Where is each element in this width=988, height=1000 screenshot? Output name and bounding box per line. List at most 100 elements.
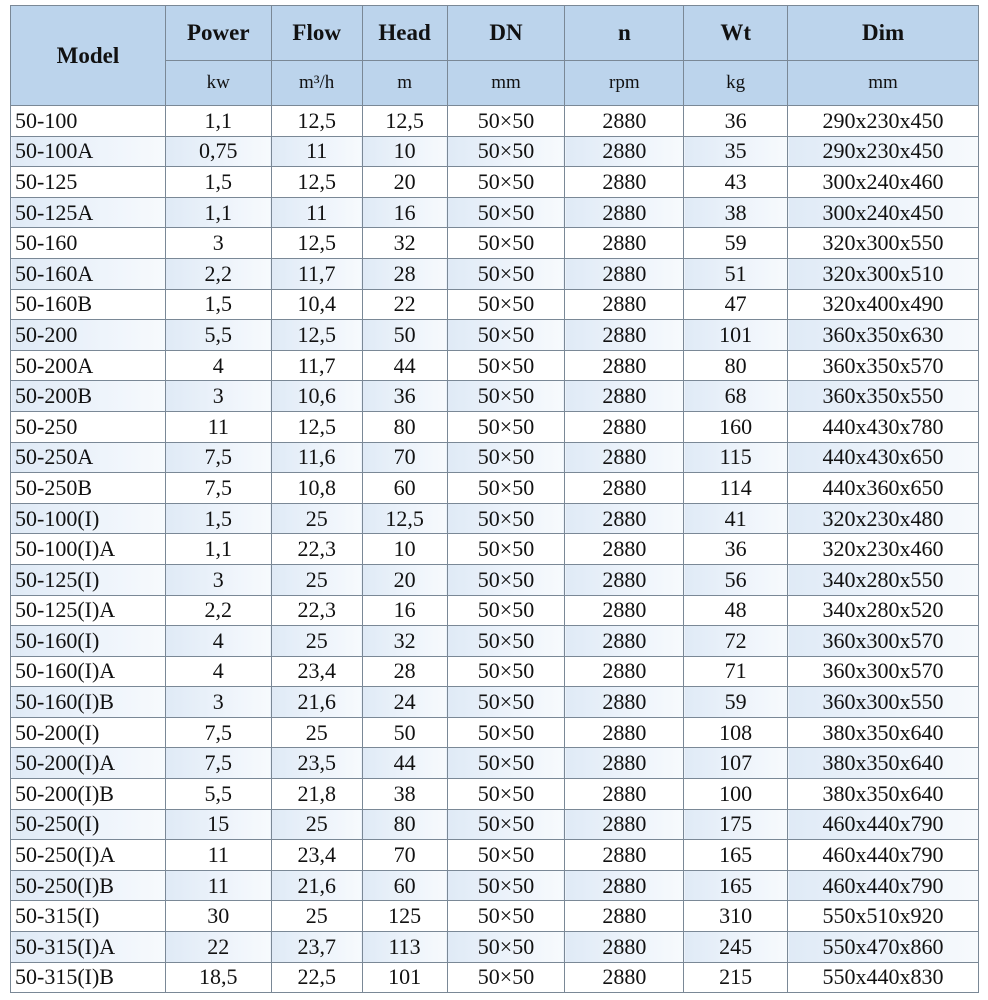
cell-head: 38 xyxy=(361,778,448,810)
cell-power: 1,5 xyxy=(164,166,272,198)
cell-dn: 50×50 xyxy=(446,716,566,749)
cell-dn: 50×50 xyxy=(446,625,566,657)
cell-head: 10 xyxy=(361,533,448,565)
cell-dim: 460x440x790 xyxy=(787,839,979,871)
header-dim: Dim xyxy=(787,5,979,61)
cell-flow: 25 xyxy=(270,900,363,933)
cell-dn: 50×50 xyxy=(446,502,566,535)
cell-flow: 11,6 xyxy=(270,441,363,474)
cell-n: 2880 xyxy=(564,625,685,657)
table-row: 50-160(I)A 4 23,4 28 50×50 2880 71 360x300x570 xyxy=(10,655,979,688)
cell-power: 18,5 xyxy=(164,961,272,994)
cell-dn: 50×50 xyxy=(446,227,566,259)
cell-head: 70 xyxy=(361,839,448,871)
cell-power: 0,75 xyxy=(164,135,272,168)
table-row: 50-160B 1,5 10,4 22 50×50 2880 47 320x400x490 xyxy=(10,288,979,321)
cell-head: 50 xyxy=(361,319,448,351)
cell-wt: 59 xyxy=(683,686,789,718)
cell-model: 50-200(I)B xyxy=(10,778,166,810)
cell-flow: 22,5 xyxy=(270,961,363,994)
cell-n: 2880 xyxy=(564,349,685,382)
unit-n: rpm xyxy=(564,60,685,106)
cell-dn: 50×50 xyxy=(446,196,566,229)
cell-power: 4 xyxy=(164,349,272,382)
cell-dim: 360x350x550 xyxy=(787,380,979,412)
cell-wt: 36 xyxy=(683,105,789,137)
cell-dn: 50×50 xyxy=(446,839,566,871)
cell-model: 50-125(I) xyxy=(10,563,166,596)
cell-model: 50-160 xyxy=(10,227,166,259)
cell-wt: 215 xyxy=(683,961,789,994)
cell-dn: 50×50 xyxy=(446,166,566,198)
cell-dn: 50×50 xyxy=(446,472,566,504)
cell-wt: 38 xyxy=(683,196,789,229)
cell-power: 7,5 xyxy=(164,747,272,780)
cell-power: 7,5 xyxy=(164,472,272,504)
cell-dn: 50×50 xyxy=(446,319,566,351)
cell-wt: 114 xyxy=(683,472,789,504)
cell-n: 2880 xyxy=(564,319,685,351)
cell-head: 113 xyxy=(361,931,448,963)
cell-dim: 360x300x570 xyxy=(787,655,979,688)
cell-flow: 12,5 xyxy=(270,319,363,351)
cell-model: 50-315(I)A xyxy=(10,931,166,963)
cell-n: 2880 xyxy=(564,747,685,780)
cell-head: 16 xyxy=(361,594,448,627)
table-row: 50-315(I)B 18,5 22,5 101 50×50 2880 215 550x440… xyxy=(10,961,979,994)
cell-dim: 550x470x860 xyxy=(787,931,979,963)
cell-head: 125 xyxy=(361,900,448,933)
cell-model: 50-200(I) xyxy=(10,716,166,749)
cell-dn: 50×50 xyxy=(446,533,566,565)
cell-model: 50-200(I)A xyxy=(10,747,166,780)
table-row: 50-100(I) 1,5 25 12,5 50×50 2880 41 320x230x480 xyxy=(10,502,979,535)
cell-dim: 340x280x550 xyxy=(787,563,979,596)
cell-dn: 50×50 xyxy=(446,594,566,627)
cell-head: 50 xyxy=(361,716,448,749)
cell-power: 3 xyxy=(164,686,272,718)
cell-wt: 72 xyxy=(683,625,789,657)
cell-n: 2880 xyxy=(564,716,685,749)
cell-dn: 50×50 xyxy=(446,931,566,963)
cell-model: 50-160(I)B xyxy=(10,686,166,718)
cell-head: 44 xyxy=(361,349,448,382)
cell-n: 2880 xyxy=(564,900,685,933)
cell-dim: 440x430x780 xyxy=(787,410,979,443)
cell-flow: 23,4 xyxy=(270,839,363,871)
cell-n: 2880 xyxy=(564,410,685,443)
cell-head: 36 xyxy=(361,380,448,412)
header-n: n xyxy=(564,5,685,61)
cell-n: 2880 xyxy=(564,869,685,902)
table-row: 50-250 11 12,5 80 50×50 2880 160 440x430x780 xyxy=(10,410,979,443)
cell-n: 2880 xyxy=(564,563,685,596)
cell-power: 5,5 xyxy=(164,319,272,351)
cell-dn: 50×50 xyxy=(446,410,566,443)
header-flow: Flow xyxy=(270,5,363,61)
cell-head: 20 xyxy=(361,563,448,596)
unit-row: kw m³/h m mm rpm kg mm xyxy=(11,60,979,106)
cell-n: 2880 xyxy=(564,533,685,565)
cell-flow: 25 xyxy=(270,502,363,535)
cell-head: 44 xyxy=(361,747,448,780)
cell-dim: 300x240x460 xyxy=(787,166,979,198)
cell-power: 3 xyxy=(164,227,272,259)
cell-wt: 165 xyxy=(683,869,789,902)
cell-flow: 25 xyxy=(270,716,363,749)
cell-dim: 340x280x520 xyxy=(787,594,979,627)
cell-flow: 22,3 xyxy=(270,594,363,627)
table-row: 50-315(I)A 22 23,7 113 50×50 2880 245 550x470x8… xyxy=(10,931,979,963)
cell-head: 10 xyxy=(361,135,448,168)
cell-head: 24 xyxy=(361,686,448,718)
cell-n: 2880 xyxy=(564,105,685,137)
cell-power: 1,1 xyxy=(164,196,272,229)
cell-wt: 35 xyxy=(683,135,789,168)
cell-n: 2880 xyxy=(564,380,685,412)
cell-wt: 71 xyxy=(683,655,789,688)
cell-power: 1,1 xyxy=(164,105,272,137)
unit-dn: mm xyxy=(446,60,566,106)
cell-dn: 50×50 xyxy=(446,808,566,841)
cell-head: 22 xyxy=(361,288,448,321)
cell-wt: 100 xyxy=(683,778,789,810)
cell-dn: 50×50 xyxy=(446,441,566,474)
cell-n: 2880 xyxy=(564,257,685,290)
cell-power: 4 xyxy=(164,655,272,688)
